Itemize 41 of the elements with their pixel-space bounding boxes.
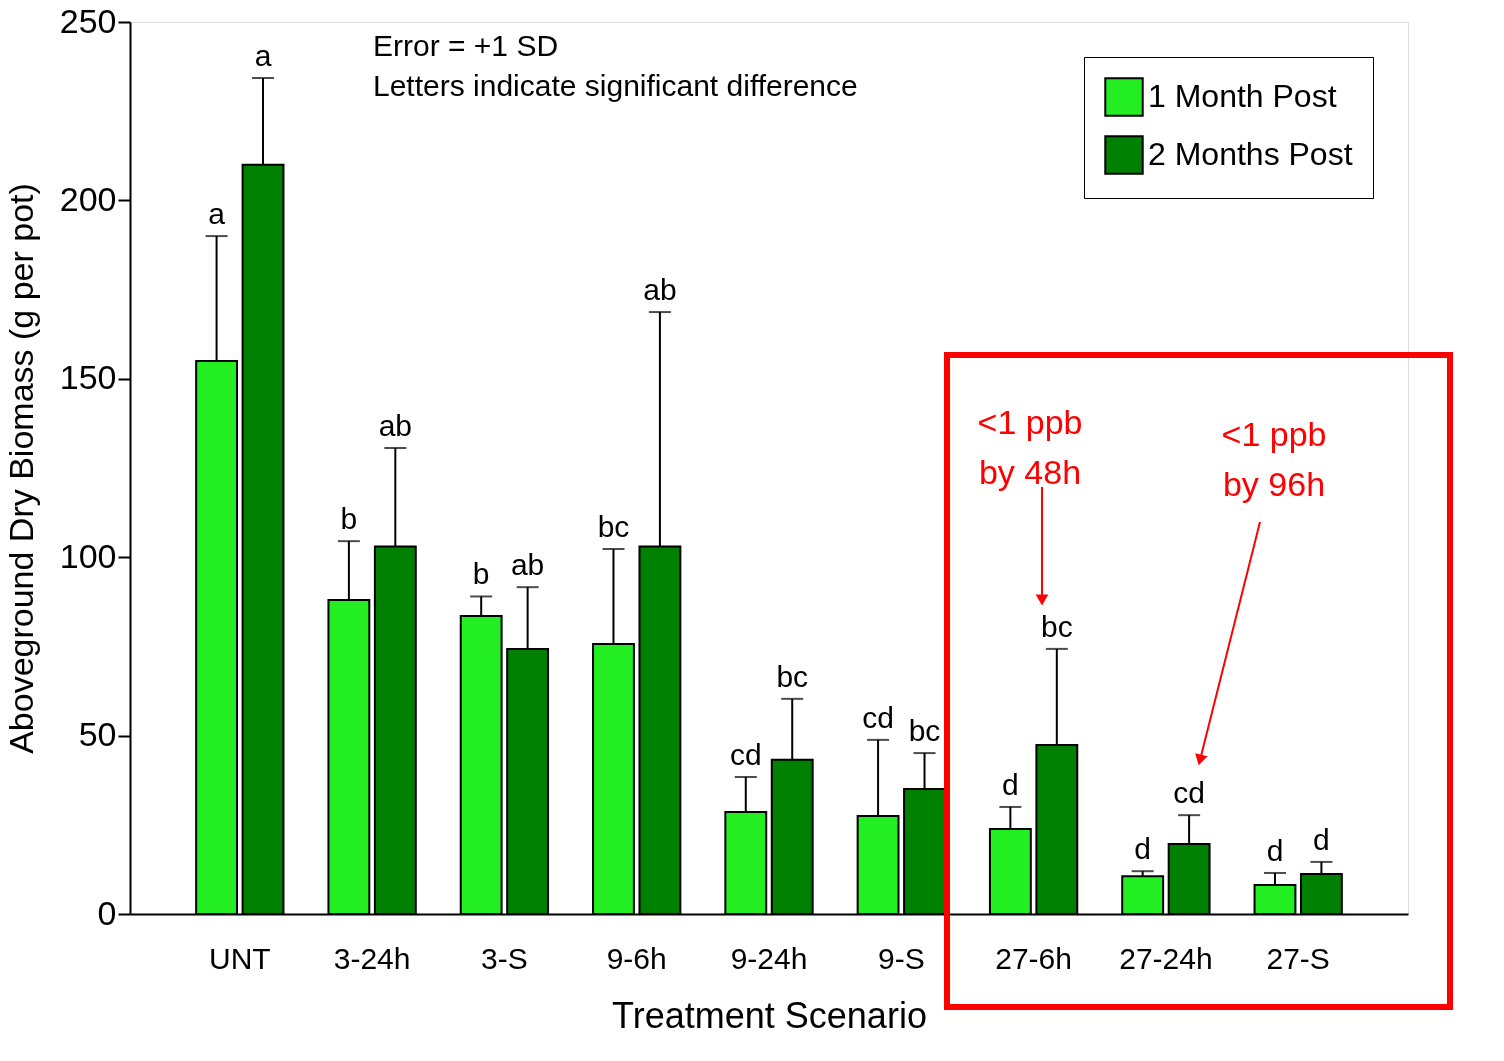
y-tick-label: 50 [78, 715, 117, 754]
x-axis-title: Treatment Scenario [612, 994, 927, 1036]
annotation: d [1266, 833, 1284, 867]
annotation: ab [510, 548, 545, 582]
legend-label: 1 Month Post [1148, 78, 1337, 114]
annotation: bc [908, 714, 941, 748]
annotation: a [208, 197, 226, 231]
annotation: cd [1173, 776, 1205, 810]
y-tick-label: 200 [59, 179, 117, 218]
annotation: d [1134, 832, 1152, 866]
annotation: cd [729, 737, 762, 771]
x-tick-label: 9-24h [730, 941, 808, 975]
legend-label: 2 Months Post [1148, 136, 1353, 172]
x-tick-label: 27-6h [995, 941, 1072, 975]
y-tick-label: 100 [59, 536, 117, 575]
y-axis-title: Aboveground Dry Biomass (g per pot) [1, 183, 40, 754]
annotation: Letters indicate significant difference [373, 69, 858, 102]
annotation: <1 ppb by 96h [1221, 415, 1327, 503]
x-tick-label: UNT [208, 941, 271, 975]
x-tick-label: 3-24h [333, 941, 411, 975]
x-tick-label: 9-6h [606, 941, 667, 975]
y-tick-label: 150 [59, 358, 117, 397]
x-tick-label: 27-24h [1119, 941, 1213, 975]
annotation: ab [378, 409, 413, 443]
x-tick-label: 27-S [1266, 941, 1330, 975]
annotation: cd [862, 700, 894, 734]
annotation: Error = +1 SD [373, 29, 559, 62]
annotation: <1 ppb by 48h [977, 403, 1083, 491]
annotation: d [1313, 822, 1330, 856]
y-tick-label: 250 [59, 1, 117, 40]
annotation: a [254, 39, 272, 73]
x-tick-label: 9-S [877, 941, 925, 975]
annotation: bc [1040, 609, 1073, 643]
y-tick-label: 0 [97, 893, 117, 932]
annotation: b [472, 557, 490, 591]
annotation: bc [776, 659, 809, 693]
annotation: b [340, 502, 358, 536]
annotation: bc [597, 509, 630, 543]
annotation: ab [643, 273, 677, 307]
annotation: d [1002, 767, 1019, 801]
x-tick-label: 3-S [481, 941, 528, 975]
